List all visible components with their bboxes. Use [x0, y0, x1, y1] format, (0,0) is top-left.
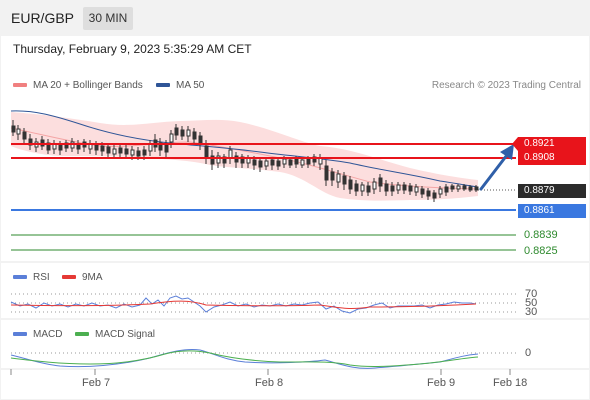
ma50-legend: MA 50 — [156, 80, 204, 91]
rsi-tick-70: 70 — [525, 288, 538, 300]
x-axis-label-feb7: Feb 7 — [82, 377, 111, 389]
rsi-legend-label: RSI — [33, 272, 50, 283]
rsi-ma-legend: 9MA — [62, 272, 103, 283]
rsi-ma-swatch — [62, 275, 76, 280]
macd-signal-legend-label: MACD Signal — [95, 329, 156, 340]
x-axis-label-feb18: Feb 18 — [493, 377, 528, 389]
macd-legend-label: MACD — [33, 329, 63, 340]
macd-chart — [10, 349, 516, 369]
support-1-tag: 0.8861 — [518, 204, 586, 218]
resistance-1-value: 0.8908 — [524, 152, 555, 163]
resistance-2-tag: 0.8921 — [512, 137, 586, 151]
rsi-ma-legend-label: 9MA — [82, 272, 103, 283]
rsi-tick-30: 30 — [525, 306, 538, 318]
macd-tick-0: 0 — [525, 347, 532, 359]
macd-swatch — [13, 332, 27, 337]
ma50-swatch — [156, 83, 170, 88]
rsi-swatch — [13, 275, 27, 280]
research-credit: Research © 2023 Trading Central — [431, 80, 581, 91]
x-axis-label-feb9: Feb 9 — [427, 377, 456, 389]
rsi-line — [10, 295, 477, 314]
macd-signal-legend: MACD Signal — [75, 329, 155, 340]
support-1-value: 0.8861 — [524, 205, 555, 216]
up-right-arrow-icon — [479, 144, 514, 191]
macd-signal-line — [10, 350, 479, 368]
rsi-chart — [10, 293, 516, 314]
last-price-value: 0.8879 — [524, 185, 555, 196]
resistance-1-tag: 0.8908 — [518, 151, 586, 165]
rsi-tick-50: 50 — [525, 297, 538, 309]
timeframe-button[interactable]: 30 MIN — [83, 7, 133, 30]
ma20-swatch — [13, 83, 27, 88]
ma50-line — [10, 110, 479, 188]
top-bar: EUR/GBP 30 MIN — [0, 0, 590, 36]
rsi-ma-line — [10, 300, 477, 309]
bollinger-band-area — [11, 112, 478, 201]
ma20-legend: MA 20 + Bollinger Bands — [13, 80, 143, 91]
chart-panel — [1, 36, 589, 399]
support-2-value: 0.8839 — [524, 229, 558, 241]
ma20-legend-label: MA 20 + Bollinger Bands — [33, 80, 143, 91]
macd-legend: MACD — [13, 329, 62, 340]
ma50-legend-label: MA 50 — [176, 80, 205, 91]
rsi-legend: RSI — [13, 272, 50, 283]
x-axis-label-feb8: Feb 8 — [255, 377, 284, 389]
macd-signal-swatch — [75, 332, 89, 337]
resistance-2-value: 0.8921 — [524, 138, 555, 149]
last-price-tag: 0.8879 — [518, 184, 586, 198]
chart-datetime: Thursday, February 9, 2023 5:35:29 AM CE… — [13, 42, 252, 56]
support-3-value: 0.8825 — [524, 245, 558, 257]
symbol-title: EUR/GBP — [11, 10, 75, 26]
